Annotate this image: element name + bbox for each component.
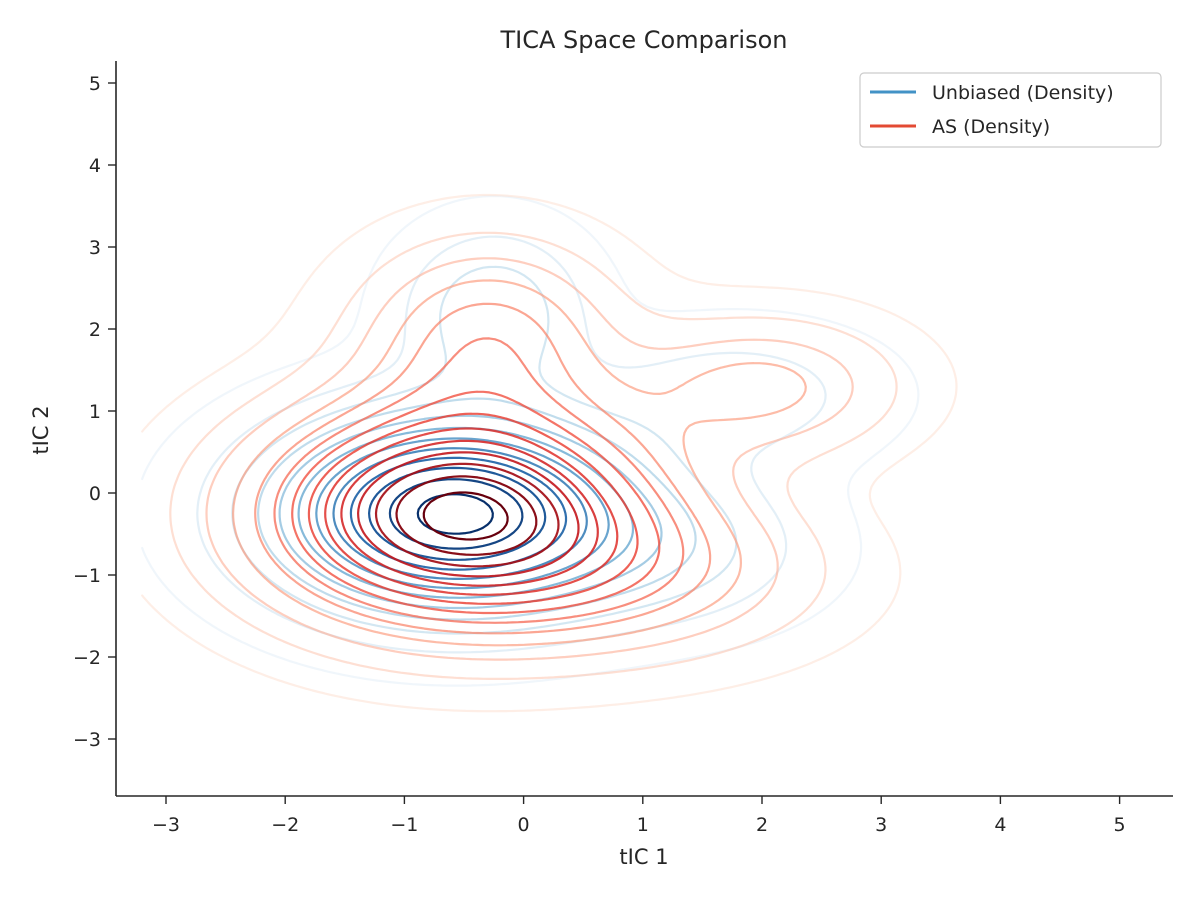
x-tick-label: 2	[756, 814, 768, 836]
legend: Unbiased (Density) AS (Density)	[859, 72, 1162, 148]
y-tick-label: 0	[89, 483, 101, 505]
as-contour-level-7	[291, 390, 661, 615]
x-tick-label: −3	[152, 814, 180, 836]
y-tick-label: −1	[73, 565, 101, 587]
y-axis-label: tIC 2	[29, 405, 53, 454]
x-ticks: −3 −2 −1 0 1 2 3 4 5	[152, 796, 1126, 836]
as-contour-level-11	[357, 451, 580, 578]
y-tick-label: 2	[89, 319, 101, 341]
as-contour-level-8	[307, 412, 639, 605]
as-contour-level-10	[340, 439, 599, 587]
x-tick-label: 5	[1114, 814, 1126, 836]
as-contour-level-4	[232, 279, 807, 647]
x-tick-label: 0	[518, 814, 530, 836]
x-tick-label: −2	[271, 814, 299, 836]
as-contour-level-3	[205, 257, 854, 661]
legend-label-as: AS (Density)	[932, 116, 1050, 138]
x-tick-label: 3	[875, 814, 887, 836]
axes	[115, 61, 1173, 797]
as-contour-level-2	[169, 231, 898, 680]
as-contour-level-5	[254, 302, 712, 635]
x-tick-label: 4	[994, 814, 1006, 836]
chart-title: TICA Space Comparison	[499, 26, 787, 54]
contour-plot-area	[141, 193, 958, 713]
x-tick-label: −1	[390, 814, 418, 836]
x-axis-label: tIC 1	[619, 845, 668, 869]
unbiased-contour-level-4	[257, 397, 697, 621]
as-contour-level-6	[273, 337, 685, 624]
legend-box	[859, 72, 1162, 148]
as-contour-level-14	[422, 491, 509, 541]
legend-label-unbiased: Unbiased (Density)	[932, 82, 1114, 104]
y-tick-label: 4	[89, 155, 101, 177]
y-ticks: −3 −2 −1 0 1 2 3 4 5	[73, 73, 116, 751]
y-tick-label: 1	[89, 401, 101, 423]
as-contour-level-12	[374, 462, 560, 568]
y-tick-label: −3	[73, 729, 101, 751]
y-tick-label: −2	[73, 647, 101, 669]
as-contour-level-9	[324, 427, 619, 596]
as-contour-level-13	[395, 475, 538, 556]
as-contour-level-1	[141, 193, 958, 713]
y-tick-label: 3	[89, 237, 101, 259]
unbiased-contour-level-12	[416, 493, 494, 535]
x-tick-label: 1	[637, 814, 649, 836]
y-tick-label: 5	[89, 73, 101, 95]
